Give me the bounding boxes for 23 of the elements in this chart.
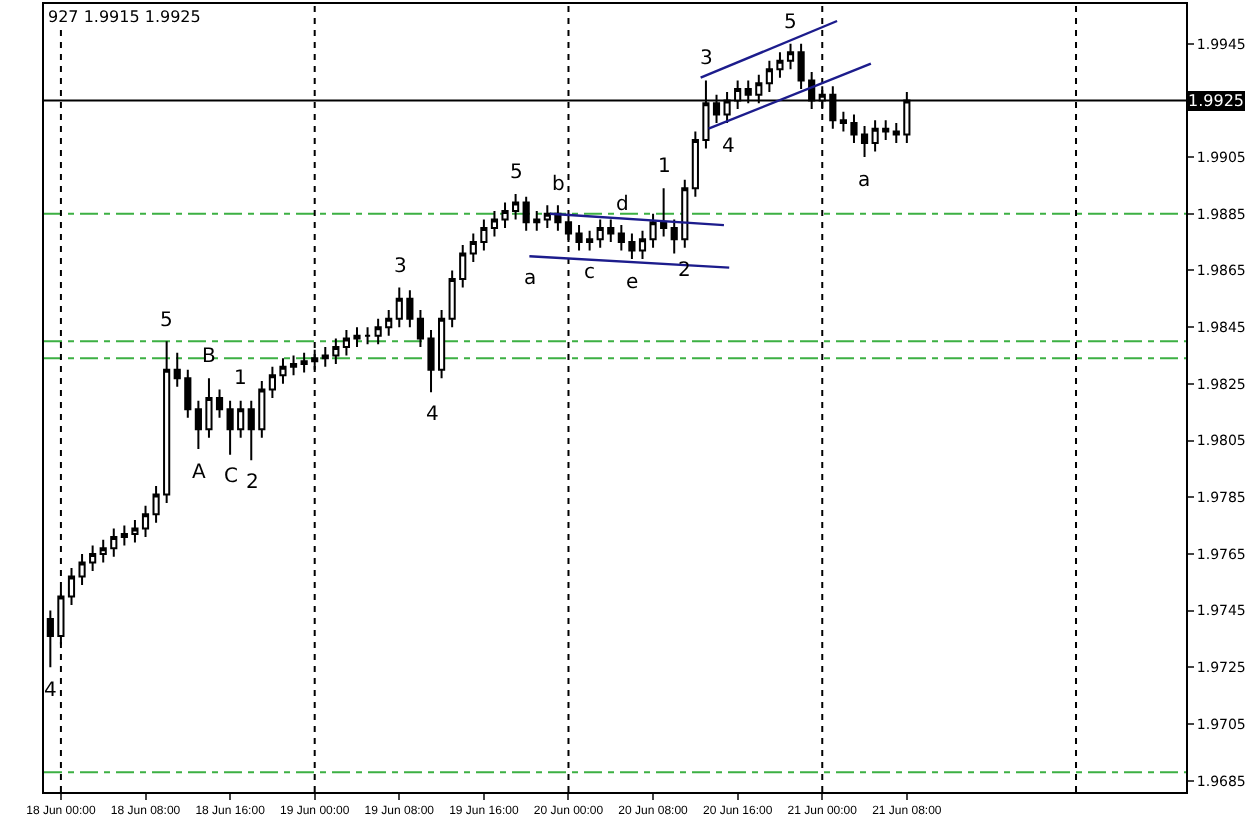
- annotation: 2: [678, 260, 691, 282]
- annotation: e: [626, 272, 639, 294]
- annotation: A: [192, 462, 206, 484]
- annotation: a: [524, 268, 537, 290]
- annotation: 3: [394, 256, 407, 278]
- annotation: 1: [234, 368, 247, 390]
- ref-line-label: 1.9925: [1188, 92, 1244, 110]
- chart-title: 927 1.9915 1.9925: [48, 8, 201, 26]
- annotation: 4: [426, 404, 439, 426]
- annotation: 3: [700, 48, 713, 70]
- annotation: a: [858, 170, 871, 192]
- annotation: 5: [510, 162, 523, 184]
- annotation: 4: [44, 680, 57, 702]
- annotation: c: [584, 262, 595, 284]
- annotation: 2: [246, 472, 259, 494]
- annotation: 5: [784, 12, 797, 34]
- annotation: C: [224, 466, 238, 488]
- annotation: B: [202, 346, 216, 368]
- annotation: 5: [160, 310, 173, 332]
- annotation: 1: [658, 156, 671, 178]
- annotation: d: [616, 194, 629, 216]
- annotation: b: [552, 174, 565, 196]
- annotation: 4: [722, 136, 735, 158]
